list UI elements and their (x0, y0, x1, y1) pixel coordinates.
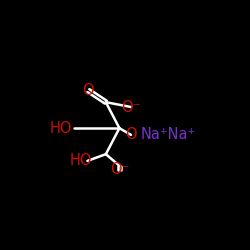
Text: O: O (125, 128, 137, 142)
Text: Na⁺Na⁺: Na⁺Na⁺ (140, 128, 196, 142)
Text: O⁻: O⁻ (110, 162, 129, 177)
Text: HO: HO (50, 121, 72, 136)
Text: HO: HO (70, 154, 92, 168)
Text: O: O (82, 83, 94, 98)
Text: O⁻: O⁻ (121, 100, 141, 114)
